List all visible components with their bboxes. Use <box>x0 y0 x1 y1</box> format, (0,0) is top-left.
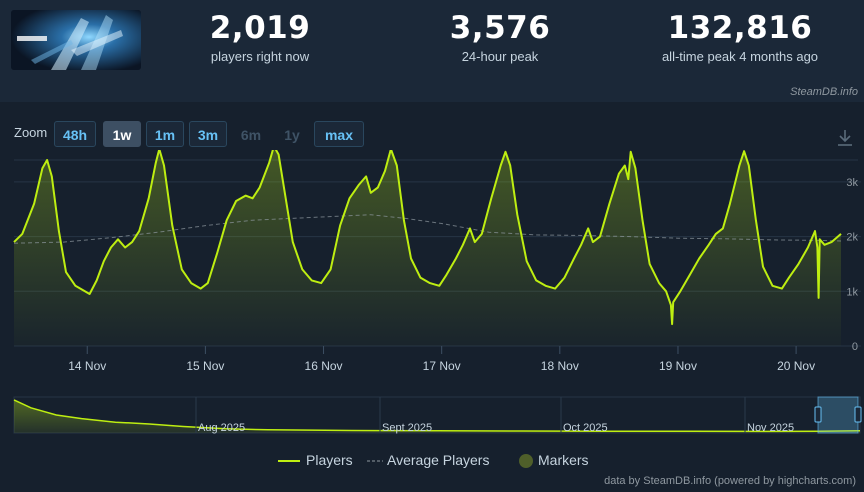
y-tick-label: 0 <box>852 341 858 353</box>
x-tick-label: 14 Nov <box>68 359 106 373</box>
navigator-tick-label: Aug 2025 <box>198 422 245 434</box>
navigator-handle[interactable] <box>854 406 862 423</box>
stat-all-time-peak: 132,816 all-time peak 4 months ago <box>640 8 840 66</box>
stat-label: 24-hour peak <box>461 49 539 64</box>
y-tick-label: 2k <box>846 232 858 244</box>
zoom-1m-button[interactable]: 1m <box>146 121 184 147</box>
stat-label: all-time peak 4 months ago <box>661 49 819 64</box>
y-tick-label: 1k <box>846 286 858 298</box>
legend-dash-icon <box>367 460 383 462</box>
x-tick-label: 19 Nov <box>659 359 697 373</box>
legend-line-icon <box>278 460 300 463</box>
stat-value: 132,816 <box>667 10 813 46</box>
zoom-6m-button: 6m <box>240 127 262 143</box>
navigator-line <box>13 399 861 433</box>
legend-markers-label: Markers <box>538 452 589 468</box>
game-thumbnail[interactable] <box>11 10 141 70</box>
navigator-tick-label: Sept 2025 <box>382 422 432 434</box>
stats-header: 2,019 players right now 3,576 24-hour pe… <box>0 0 864 84</box>
x-tick-label: 17 Nov <box>423 359 461 373</box>
zoom-3m-button[interactable]: 3m <box>189 121 227 147</box>
chart-series <box>13 150 842 346</box>
stat-players-now: 2,019 players right now <box>185 8 335 66</box>
stat-value: 2,019 <box>209 10 311 46</box>
player-count-chart: 0 1k 2k 3k 14 Nov 15 Nov 16 Nov 17 Nov 18 Nov 19… <box>13 150 862 434</box>
legend-players-label: Players <box>306 452 353 468</box>
legend-players[interactable]: Players <box>278 452 353 468</box>
steamdb-brand[interactable]: SteamDB.info <box>790 86 858 98</box>
zoom-1y-button: 1y <box>284 127 300 143</box>
x-axis: 14 Nov 15 Nov 16 Nov 17 Nov 18 Nov 19 Nov 20 N… <box>68 346 815 373</box>
legend-average-label: Average Players <box>387 452 490 468</box>
players-line <box>13 150 842 326</box>
legend-marker-icon <box>519 454 533 469</box>
zoom-max-button[interactable]: max <box>314 121 364 147</box>
legend-average[interactable]: Average Players <box>367 452 489 468</box>
legend-markers[interactable]: Markers <box>518 452 589 469</box>
x-tick-label: 20 Nov <box>777 359 815 373</box>
navigator[interactable]: Aug 2025 Sept 2025 Oct 2025 Nov 2025 <box>13 396 862 434</box>
stat-24h-peak: 3,576 24-hour peak <box>425 8 575 66</box>
x-tick-label: 16 Nov <box>305 359 343 373</box>
game-thumbnail-image <box>11 10 141 70</box>
stat-label: players right now <box>210 49 310 64</box>
credit-text[interactable]: data by SteamDB.info (powered by highcha… <box>604 475 856 487</box>
y-axis: 0 1k 2k 3k <box>846 177 858 353</box>
navigator-tick-label: Oct 2025 <box>563 422 608 434</box>
stat-value: 3,576 <box>449 10 551 46</box>
players-area <box>14 150 841 346</box>
x-tick-label: 18 Nov <box>541 359 579 373</box>
navigator-handle[interactable] <box>814 406 822 423</box>
x-tick-label: 15 Nov <box>186 359 224 373</box>
zoom-label: Zoom <box>14 125 48 140</box>
zoom-1w-button[interactable]: 1w <box>103 121 141 147</box>
navigator-area <box>14 399 860 433</box>
download-icon[interactable] <box>836 128 854 148</box>
navigator-selection[interactable] <box>817 396 859 434</box>
y-tick-label: 3k <box>846 177 858 189</box>
navigator-tick-label: Nov 2025 <box>747 422 794 434</box>
zoom-48h-button[interactable]: 48h <box>54 121 96 147</box>
